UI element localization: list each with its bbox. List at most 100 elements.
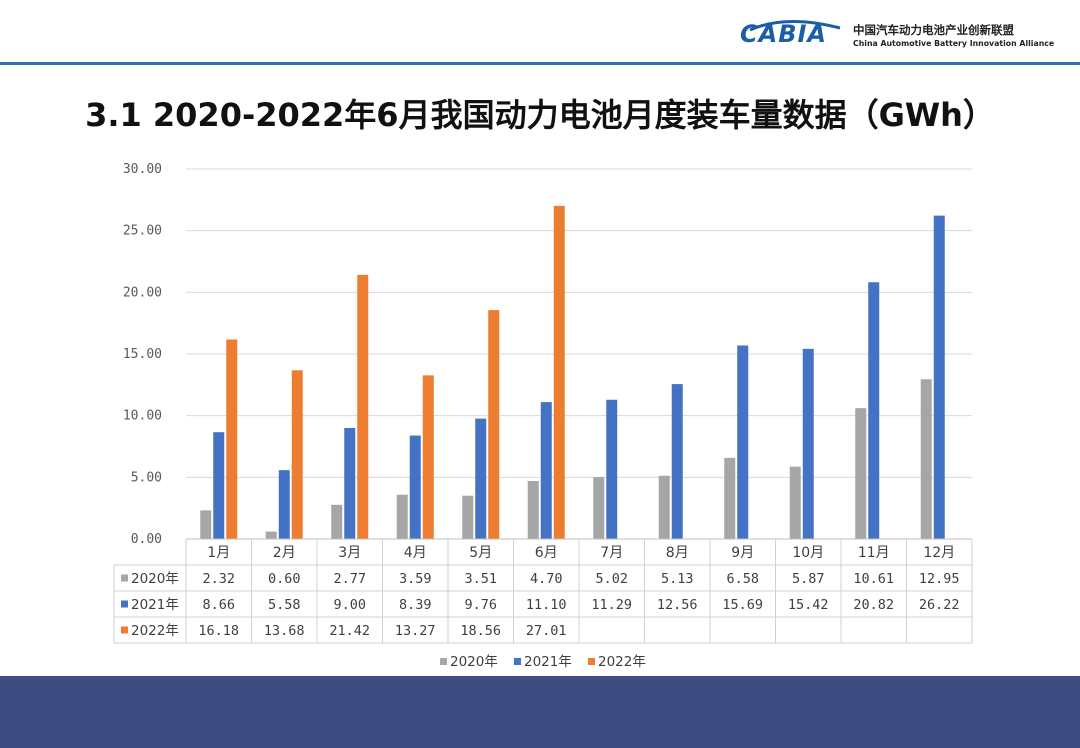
bar-2021 <box>737 345 749 539</box>
table-value: 27.01 <box>526 623 567 639</box>
cabia-logo: CABIA 中国汽车动力电池产业创新联盟 China Automotive Ba… <box>736 16 1054 56</box>
y-tick-label: 0.00 <box>131 532 162 547</box>
table-value: 10.61 <box>853 571 894 587</box>
table-value: 16.18 <box>198 623 239 639</box>
category-label: 7月 <box>600 545 623 561</box>
footer-band <box>0 676 1080 748</box>
bar-2021 <box>606 399 618 539</box>
table-value: 8.66 <box>202 597 235 613</box>
bar-2020 <box>789 466 801 539</box>
table-value: 2.77 <box>333 571 366 587</box>
bar-2020 <box>396 494 408 539</box>
table-series-swatch <box>121 574 128 582</box>
logo-english-name: China Automotive Battery Innovation Alli… <box>853 39 1055 48</box>
category-label: 12月 <box>923 545 955 561</box>
bar-2020 <box>593 477 605 539</box>
table-value: 3.51 <box>464 571 497 587</box>
table-value: 8.39 <box>399 597 432 613</box>
category-label: 6月 <box>535 545 558 561</box>
logo-arc-icon <box>749 20 841 32</box>
legend-label: 2020年 <box>450 654 498 670</box>
table-value: 21.42 <box>329 623 370 639</box>
table-value: 5.13 <box>661 571 694 587</box>
bar-2021 <box>802 348 814 539</box>
bar-2021 <box>671 384 683 539</box>
y-tick-label: 20.00 <box>123 285 162 300</box>
legend-label: 2021年 <box>524 654 572 670</box>
table-value: 6.58 <box>726 571 759 587</box>
table-value: 26.22 <box>919 597 960 613</box>
header-divider <box>0 62 1080 65</box>
bar-2020 <box>855 408 867 539</box>
bar-2022 <box>422 375 434 539</box>
category-label: 11月 <box>858 545 890 561</box>
table-value: 9.76 <box>464 597 497 613</box>
table-value: 15.42 <box>788 597 829 613</box>
bar-2020 <box>265 531 277 539</box>
bar-2022 <box>553 205 565 540</box>
table-value: 15.69 <box>722 597 763 613</box>
bar-chart: 0.00 5.00 10.00 15.00 20.00 25.00 30.00 1月 2月 3月 4… <box>113 162 973 670</box>
category-label: 3月 <box>338 545 361 561</box>
category-label: 9月 <box>731 545 754 561</box>
bar-2021 <box>344 428 356 539</box>
legend-swatch <box>588 658 595 665</box>
bar-2020 <box>331 504 343 539</box>
table-series-name: 2022年 <box>131 623 179 639</box>
table-series-name: 2020年 <box>131 571 179 587</box>
bar-2021 <box>933 215 945 539</box>
legend-swatch <box>514 658 521 665</box>
y-tick-label: 25.00 <box>123 224 162 239</box>
slide-title: 3.1 2020-2022年6月我国动力电池月度装车量数据（GWh） <box>85 96 995 134</box>
table-value: 5.02 <box>595 571 628 587</box>
bar-2021 <box>409 435 421 539</box>
table-value: 12.95 <box>919 571 960 587</box>
table-series-swatch <box>121 600 128 608</box>
table-value: 2.32 <box>202 571 235 587</box>
y-tick-label: 5.00 <box>131 470 162 485</box>
header: CABIA 中国汽车动力电池产业创新联盟 China Automotive Ba… <box>0 0 1080 66</box>
category-label: 2月 <box>273 545 296 561</box>
table-value: 4.70 <box>530 571 563 587</box>
table-series-swatch <box>121 626 128 634</box>
y-tick-label: 10.00 <box>123 409 162 424</box>
category-label: 5月 <box>469 545 492 561</box>
table-series-name: 2021年 <box>131 597 179 613</box>
table-value: 13.68 <box>264 623 305 639</box>
bar-2022 <box>488 310 500 539</box>
bar-2020 <box>724 457 736 539</box>
table-value: 9.00 <box>333 597 366 613</box>
table-value: 11.29 <box>591 597 632 613</box>
bar-2021 <box>868 282 880 539</box>
bar-2022 <box>291 370 303 539</box>
table-value: 13.27 <box>395 623 436 639</box>
category-label: 10月 <box>792 545 824 561</box>
bar-2021 <box>213 432 225 539</box>
logo-mark: CABIA <box>740 20 827 48</box>
bar-2020 <box>527 481 539 539</box>
bar-2022 <box>226 339 238 539</box>
y-tick-label: 15.00 <box>123 347 162 362</box>
category-label: 1月 <box>207 545 230 561</box>
logo-chinese-name: 中国汽车动力电池产业创新联盟 <box>853 23 1014 37</box>
category-label: 4月 <box>404 545 427 561</box>
bar-2020 <box>658 475 670 539</box>
bar-2021 <box>540 402 552 539</box>
table-value: 5.87 <box>792 571 825 587</box>
bar-2020 <box>462 495 474 539</box>
table-value: 3.59 <box>399 571 432 587</box>
category-label: 8月 <box>666 545 689 561</box>
table-value: 11.10 <box>526 597 567 613</box>
table-value: 0.60 <box>268 571 301 587</box>
bar-2020 <box>200 510 212 539</box>
table-value: 12.56 <box>657 597 698 613</box>
legend-swatch <box>440 658 447 665</box>
legend-label: 2022年 <box>598 654 646 670</box>
table-value: 20.82 <box>853 597 894 613</box>
y-tick-label: 30.00 <box>123 162 162 177</box>
bar-2022 <box>357 274 369 539</box>
table-value: 5.58 <box>268 597 301 613</box>
bar-2021 <box>475 418 487 539</box>
bar-2021 <box>278 470 290 539</box>
table-value: 18.56 <box>460 623 501 639</box>
